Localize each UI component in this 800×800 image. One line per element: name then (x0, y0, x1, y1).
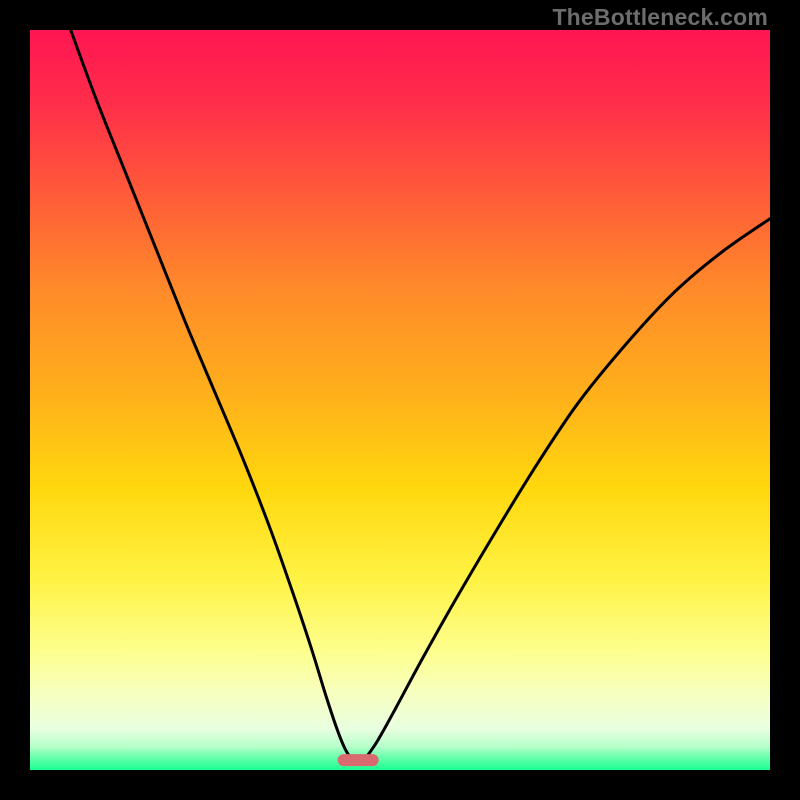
min-marker (337, 754, 378, 766)
curves-layer (30, 30, 770, 770)
watermark-text: TheBottleneck.com (552, 4, 768, 31)
plot-area (30, 30, 770, 770)
chart-frame: TheBottleneck.com (0, 0, 800, 800)
curve-right (367, 219, 770, 757)
curve-left (71, 30, 350, 757)
